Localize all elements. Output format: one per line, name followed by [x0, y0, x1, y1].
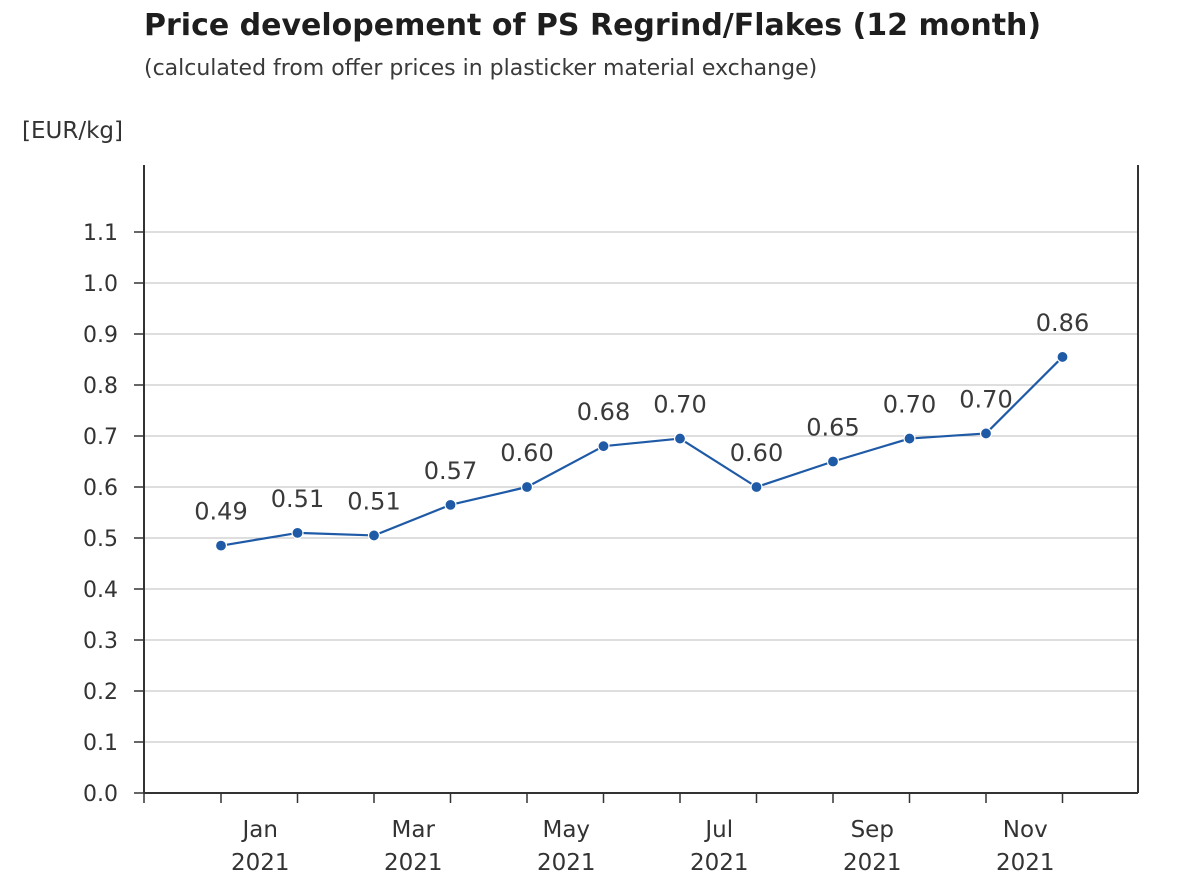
- y-axis-unit-label: [EUR/kg]: [22, 118, 123, 144]
- y-tick-label-0.5: 0.5: [83, 527, 118, 552]
- gridlines: [144, 231, 1138, 743]
- data-label-2: 0.51: [347, 487, 400, 515]
- y-tick-label-0.7: 0.7: [83, 425, 118, 450]
- x-tick-label-may: May: [542, 817, 590, 843]
- data-label-4: 0.60: [500, 439, 553, 467]
- y-tick-label-0.4: 0.4: [83, 578, 118, 603]
- y-tick-label-0.1: 0.1: [83, 731, 118, 756]
- data-point-1: [291, 526, 304, 540]
- data-point-6: [673, 432, 687, 445]
- x-axis-ticks: Jan 2021 Mar 2021 May 2021 Jul 2021 Sep 2021 Nov 20…: [143, 793, 1064, 876]
- x-tick-year-jan: 2021: [231, 850, 290, 876]
- data-point-5: [597, 440, 610, 453]
- chart-subtitle: (calculated from offer prices in plastic…: [144, 56, 818, 81]
- series-line: [220, 356, 1064, 547]
- y-tick-label-0.8: 0.8: [83, 374, 118, 399]
- x-tick-label-jul: Jul: [703, 817, 733, 843]
- data-label-6: 0.70: [653, 391, 706, 419]
- x-tick-year-mar: 2021: [384, 850, 443, 876]
- x-tick-label-jan: Jan: [241, 817, 278, 843]
- x-tick-label-nov: Nov: [1003, 817, 1048, 843]
- series-price: [214, 350, 1069, 552]
- data-point-4: [520, 480, 534, 494]
- data-label-10: 0.70: [959, 385, 1012, 413]
- data-point-11: [1056, 350, 1069, 364]
- data-point-7: [750, 480, 763, 494]
- data-label-9: 0.70: [883, 391, 936, 419]
- y-tick-label-0.0: 0.0: [83, 782, 118, 807]
- x-tick-year-jul: 2021: [690, 850, 749, 876]
- data-label-1: 0.51: [271, 485, 324, 513]
- data-labels: 0.49 0.51 0.51 0.57 0.60 0.68 0.70 0.60 0.65 0.70…: [194, 309, 1089, 526]
- data-point-8: [826, 455, 840, 468]
- data-label-0: 0.49: [194, 498, 247, 526]
- data-point-0: [214, 539, 228, 552]
- x-tick-year-nov: 2021: [996, 850, 1055, 876]
- x-tick-label-mar: Mar: [392, 817, 436, 843]
- data-point-2: [367, 529, 381, 542]
- y-tick-label-0.2: 0.2: [83, 680, 118, 705]
- x-tick-label-sep: Sep: [851, 817, 894, 843]
- y-tick-label-1.0: 1.0: [83, 272, 118, 297]
- y-tick-label-1.1: 1.1: [83, 221, 118, 246]
- y-axis-ticks: 0.0 0.1 0.2 0.3 0.4 0.5 0.6 0.7 0.8 0.9 1.0 1.1: [83, 221, 144, 807]
- data-label-7: 0.60: [730, 439, 783, 467]
- y-tick-label-0.9: 0.9: [83, 323, 118, 348]
- axes: [143, 165, 1139, 794]
- chart-title: Price developement of PS Regrind/Flakes …: [144, 8, 1042, 43]
- data-point-3: [444, 498, 457, 511]
- data-point-9: [903, 432, 916, 445]
- data-label-8: 0.65: [806, 414, 859, 442]
- x-tick-year-may: 2021: [537, 850, 596, 876]
- data-label-5: 0.68: [577, 398, 630, 426]
- data-point-10: [979, 427, 993, 440]
- y-tick-label-0.6: 0.6: [83, 476, 118, 501]
- data-label-3: 0.57: [424, 457, 477, 485]
- x-tick-year-sep: 2021: [843, 850, 902, 876]
- data-label-11: 0.86: [1036, 309, 1089, 337]
- y-tick-label-0.3: 0.3: [83, 629, 118, 654]
